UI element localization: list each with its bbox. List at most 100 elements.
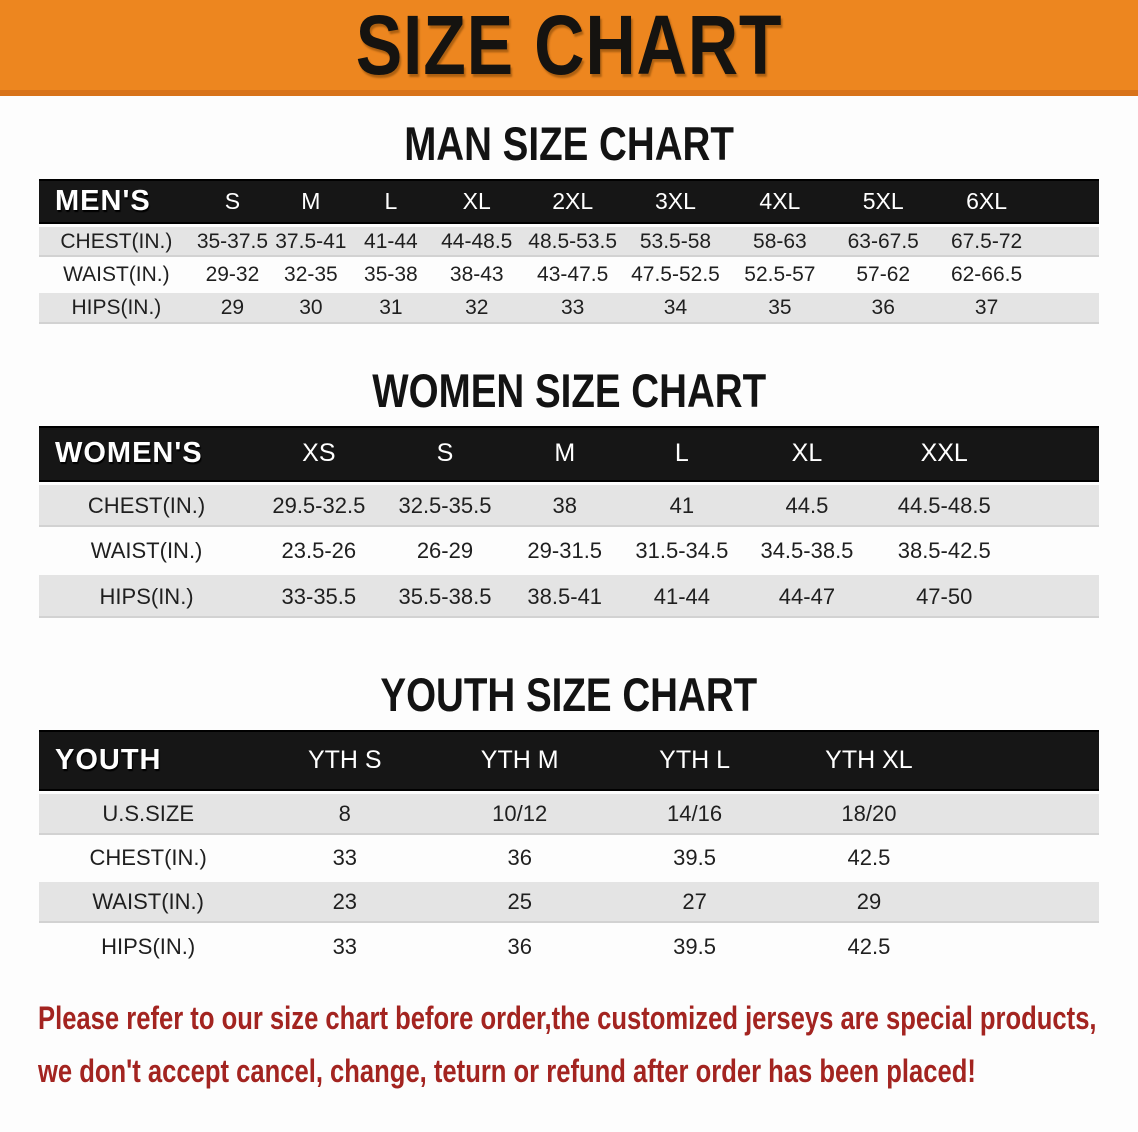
value-cell: 33 (257, 834, 433, 881)
value-cell: 29 (782, 878, 956, 925)
row-filler-cell (955, 790, 1099, 837)
youth-section: YOUTH SIZE CHART YOUTH YTH S YTH M YTH L YTH… (0, 669, 1138, 969)
table-title-cell: MEN'S (39, 179, 194, 225)
women-section-heading: WOMEN SIZE CHART (0, 364, 1138, 426)
men-size-table: MEN'S S M L XL 2XL 3XL 4XL 5XL 6XL CHEST(IN.) 35-37… (39, 179, 1099, 325)
value-cell: 34.5-38.5 (740, 527, 874, 574)
value-cell: 38-43 (431, 256, 523, 292)
size-column-header: 2XL (522, 179, 624, 225)
header-filler-cell (1015, 425, 1099, 484)
disclaimer-line-1-text: Please refer to our size chart before or… (38, 999, 1097, 1036)
size-column-header: L (623, 425, 741, 484)
size-column-header: XL (740, 425, 874, 484)
value-cell: 38.5-41 (506, 572, 624, 619)
value-cell: 62-66.5 (934, 256, 1039, 292)
size-column-header: XL (431, 179, 523, 225)
youth-section-heading: YOUTH SIZE CHART (0, 669, 1138, 730)
value-cell: 23.5-26 (254, 527, 384, 574)
size-column-header: YTH L (607, 730, 783, 792)
men-section-heading: MAN SIZE CHART (0, 118, 1138, 179)
row-filler-cell (1015, 482, 1099, 529)
table-header-row: MEN'S S M L XL 2XL 3XL 4XL 5XL 6XL (39, 179, 1099, 225)
value-cell: 33 (522, 289, 624, 325)
measurement-row: HIPS(IN.) 33 36 39.5 42.5 (39, 922, 1099, 969)
row-label: HIPS(IN.) (39, 289, 194, 325)
size-column-header: L (350, 179, 432, 225)
table-header-row: YOUTH YTH S YTH M YTH L YTH XL (39, 730, 1099, 792)
value-cell: 29.5-32.5 (254, 482, 384, 529)
value-cell: 35.5-38.5 (383, 572, 507, 619)
value-cell: 53.5-58 (623, 223, 728, 259)
size-column-header: YTH S (257, 730, 433, 792)
youth-size-table: YOUTH YTH S YTH M YTH L YTH XL U.S.SIZE 8 10/12… (39, 730, 1099, 969)
measurement-row: WAIST(IN.) 23 25 27 29 (39, 878, 1099, 925)
value-cell: 18/20 (782, 790, 956, 837)
value-cell: 30 (271, 289, 351, 325)
size-column-header: S (193, 179, 272, 225)
women-size-table: WOMEN'S XS S M L XL XXL CHEST(IN.) 29.5-32.5 32.5… (39, 425, 1099, 619)
value-cell: 47.5-52.5 (623, 256, 728, 292)
size-column-header: 6XL (934, 179, 1039, 225)
row-label: U.S.SIZE (39, 790, 258, 837)
row-label: HIPS(IN.) (39, 922, 258, 969)
value-cell: 44.5-48.5 (873, 482, 1016, 529)
value-cell: 41-44 (350, 223, 432, 259)
size-column-header: XXL (873, 425, 1016, 484)
size-column-header: 4XL (727, 179, 832, 225)
size-column-header: YTH XL (782, 730, 956, 792)
row-label: CHEST(IN.) (39, 834, 258, 881)
measurement-row: U.S.SIZE 8 10/12 14/16 18/20 (39, 790, 1099, 837)
row-filler-cell (1015, 572, 1099, 619)
value-cell: 33 (257, 922, 433, 969)
value-cell: 29-32 (193, 256, 272, 292)
measurement-row: CHEST(IN.) 29.5-32.5 32.5-35.5 38 41 44.5 44.5… (39, 482, 1099, 529)
value-cell: 14/16 (607, 790, 783, 837)
row-filler-cell (955, 922, 1099, 969)
measurement-row: HIPS(IN.) 33-35.5 35.5-38.5 38.5-41 41-44 44-… (39, 572, 1099, 619)
size-column-header: S (383, 425, 507, 484)
value-cell: 41-44 (623, 572, 741, 619)
value-cell: 36 (432, 834, 608, 881)
value-cell: 35 (727, 289, 832, 325)
row-filler-cell (1038, 223, 1099, 259)
value-cell: 44-48.5 (431, 223, 523, 259)
table-title-cell: WOMEN'S (39, 425, 255, 484)
size-column-header: 5XL (831, 179, 935, 225)
disclaimer-line-2: we don't accept cancel, change, teturn o… (38, 1048, 1138, 1101)
value-cell: 52.5-57 (727, 256, 832, 292)
value-cell: 44.5 (740, 482, 874, 529)
women-section: WOMEN SIZE CHART WOMEN'S XS S M L XL XXL CHEST(… (0, 364, 1138, 619)
size-column-header: XS (254, 425, 384, 484)
value-cell: 35-38 (350, 256, 432, 292)
value-cell: 29-31.5 (506, 527, 624, 574)
value-cell: 8 (257, 790, 433, 837)
value-cell: 32-35 (271, 256, 351, 292)
value-cell: 23 (257, 878, 433, 925)
value-cell: 58-63 (727, 223, 832, 259)
disclaimer-line-1: Please refer to our size chart before or… (38, 995, 1138, 1048)
measurement-row: CHEST(IN.) 33 36 39.5 42.5 (39, 834, 1099, 881)
value-cell: 10/12 (432, 790, 608, 837)
size-column-header: YTH M (432, 730, 608, 792)
row-label: HIPS(IN.) (39, 572, 255, 619)
disclaimer: Please refer to our size chart before or… (38, 995, 1138, 1101)
measurement-row: HIPS(IN.) 29 30 31 32 33 34 35 36 37 (39, 289, 1099, 325)
value-cell: 47-50 (873, 572, 1016, 619)
value-cell: 42.5 (782, 922, 956, 969)
value-cell: 48.5-53.5 (522, 223, 624, 259)
row-filler-cell (1038, 256, 1099, 292)
row-label: WAIST(IN.) (39, 878, 258, 925)
value-cell: 57-62 (831, 256, 935, 292)
row-label: WAIST(IN.) (39, 527, 255, 574)
row-label: WAIST(IN.) (39, 256, 194, 292)
value-cell: 31 (350, 289, 432, 325)
row-label: CHEST(IN.) (39, 482, 255, 529)
value-cell: 39.5 (607, 834, 783, 881)
row-label: CHEST(IN.) (39, 223, 194, 259)
value-cell: 41 (623, 482, 741, 529)
size-column-header: M (506, 425, 624, 484)
row-filler-cell (1015, 527, 1099, 574)
value-cell: 32 (431, 289, 523, 325)
value-cell: 38.5-42.5 (873, 527, 1016, 574)
size-column-header: 3XL (623, 179, 728, 225)
